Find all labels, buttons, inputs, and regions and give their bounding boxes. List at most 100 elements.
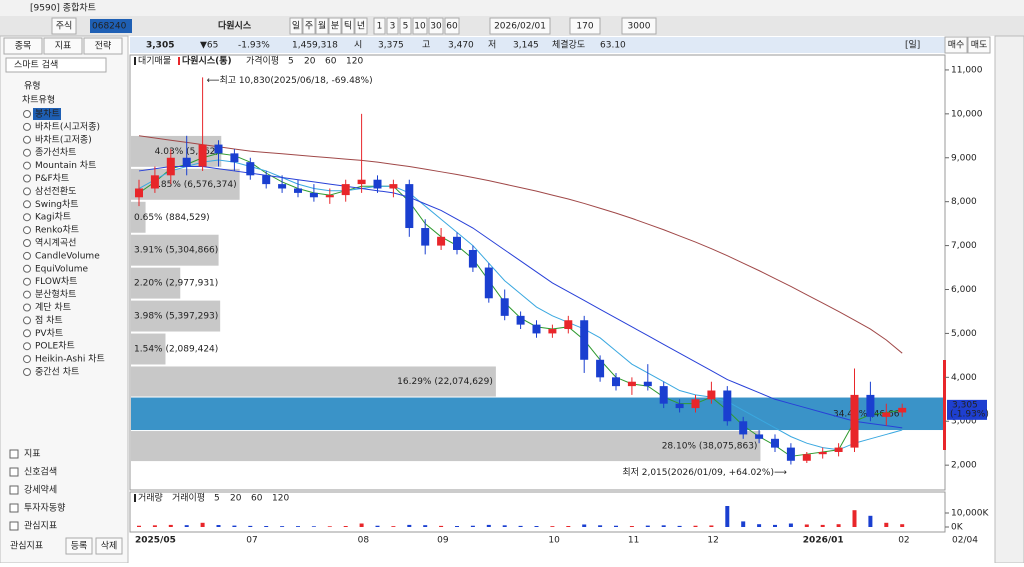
period-button[interactable]: 주: [305, 21, 313, 32]
interval-button-bg[interactable]: [428, 17, 444, 35]
count-input-bg[interactable]: [569, 17, 601, 35]
expand-icon[interactable]: [9, 503, 19, 513]
interval-button[interactable]: 30: [430, 22, 442, 32]
chart-type-item[interactable]: 점 차트: [35, 314, 63, 326]
section-item[interactable]: 강세약세: [24, 484, 57, 496]
period-button-bg[interactable]: [289, 17, 303, 35]
panel-tab[interactable]: 종목: [15, 41, 32, 52]
chart-type-item[interactable]: CandleVolume: [35, 251, 100, 261]
chart-type-item[interactable]: Heikin-Ashi 차트: [35, 353, 105, 365]
radio[interactable]: [23, 316, 31, 325]
radio[interactable]: [23, 174, 31, 183]
section-item[interactable]: 투자자동향: [24, 502, 65, 514]
code[interactable]: 068240: [92, 22, 127, 32]
buy-button[interactable]: 매수: [948, 40, 965, 51]
radio[interactable]: [23, 200, 31, 209]
chart-type-item[interactable]: POLE차트: [35, 340, 75, 352]
chart-type-item[interactable]: 봉차트: [35, 108, 60, 120]
radio[interactable]: [23, 303, 31, 312]
period-button-bg[interactable]: [302, 17, 316, 35]
radio[interactable]: [23, 213, 31, 222]
footer-button[interactable]: 등록: [71, 541, 88, 552]
period-button-bg[interactable]: [341, 17, 355, 35]
radio[interactable]: [23, 329, 31, 338]
count-input[interactable]: 170: [576, 22, 593, 32]
interval-button[interactable]: 5: [403, 22, 409, 32]
chart-type-item[interactable]: 바차트(시고저종): [35, 120, 100, 132]
chart-type-item[interactable]: EquiVolume: [35, 264, 89, 274]
chart-type-item[interactable]: 바차트(고저종): [35, 133, 92, 145]
interval-button[interactable]: 3: [390, 22, 396, 32]
interval-button-bg[interactable]: [386, 17, 399, 35]
interval-button-bg[interactable]: [373, 17, 386, 35]
radio[interactable]: [23, 342, 31, 351]
radio[interactable]: [23, 226, 31, 235]
code-box[interactable]: [90, 19, 132, 33]
period-button-bg[interactable]: [354, 17, 368, 35]
interval-button[interactable]: 1: [377, 22, 383, 32]
radio[interactable]: [23, 135, 31, 144]
interval-button[interactable]: 10: [414, 22, 426, 32]
radio[interactable]: [23, 290, 31, 299]
period-button-bg[interactable]: [315, 17, 329, 35]
period-button[interactable]: 년: [357, 21, 365, 32]
chart-type-item[interactable]: 중간선 차트: [35, 366, 79, 378]
sell-button[interactable]: 매도: [971, 40, 988, 51]
chart-type-item[interactable]: 계단 차트: [35, 301, 71, 313]
interval-button-bg[interactable]: [399, 17, 412, 35]
section-item[interactable]: 신호검색: [24, 466, 57, 478]
chart-type-item[interactable]: 역시계곡선: [35, 237, 76, 249]
expand-icon[interactable]: [9, 485, 19, 495]
radio[interactable]: [23, 122, 31, 131]
footer-button-bg[interactable]: [65, 537, 93, 555]
chart-type-item[interactable]: Kagi차트: [35, 211, 71, 223]
max-input[interactable]: 3000: [628, 22, 651, 32]
interval-button-bg[interactable]: [444, 17, 460, 35]
footer-button[interactable]: 삭제: [101, 541, 118, 552]
market-bg[interactable]: [51, 17, 77, 35]
chart-type-item[interactable]: FLOW차트: [35, 275, 77, 287]
radio[interactable]: [23, 110, 31, 118]
search-box[interactable]: [5, 57, 107, 73]
panel-tab-bg[interactable]: [3, 37, 43, 55]
period-button[interactable]: 틱: [344, 20, 352, 32]
max-input-bg[interactable]: [621, 17, 657, 35]
chart-type-item[interactable]: 종가선차트: [35, 146, 76, 158]
market[interactable]: 주식: [56, 21, 73, 32]
expand-icon[interactable]: [9, 467, 19, 477]
expand-icon[interactable]: [9, 449, 19, 459]
period-button[interactable]: 일: [292, 21, 300, 32]
panel-tab-bg[interactable]: [43, 37, 83, 55]
chart-type-item[interactable]: Mountain 차트: [35, 159, 96, 171]
panel-tab[interactable]: 전략: [95, 40, 112, 52]
period-button[interactable]: 분: [331, 21, 339, 32]
radio[interactable]: [23, 161, 31, 170]
radio[interactable]: [23, 368, 31, 376]
date-input-bg[interactable]: [489, 17, 551, 35]
buy-button-bg[interactable]: [944, 36, 968, 54]
radio[interactable]: [23, 264, 31, 273]
radio[interactable]: [23, 239, 31, 247]
panel-tab-bg[interactable]: [83, 37, 123, 55]
chart-type-item[interactable]: 분산형차트: [35, 288, 76, 300]
period-button[interactable]: 월: [318, 20, 326, 32]
date-input[interactable]: 2026/02/01: [494, 22, 546, 32]
section-item[interactable]: 지표: [24, 449, 41, 460]
chart-type-item[interactable]: P&F차트: [35, 172, 69, 184]
footer-button-bg[interactable]: [95, 537, 123, 555]
interval-button-bg[interactable]: [412, 17, 428, 35]
radio[interactable]: [23, 355, 31, 364]
search-placeholder[interactable]: 스마트 검색: [14, 59, 58, 71]
section-item[interactable]: 관심지표: [24, 521, 57, 532]
radio[interactable]: [23, 277, 31, 286]
chart-type-item[interactable]: PV차트: [35, 327, 63, 339]
chart-type-item[interactable]: Renko차트: [35, 224, 79, 236]
period-button-bg[interactable]: [328, 17, 342, 35]
chart-type-item[interactable]: 삼선전환도: [35, 185, 76, 197]
panel-tab[interactable]: 지표: [55, 41, 72, 52]
sell-button-bg[interactable]: [967, 36, 991, 54]
radio[interactable]: [23, 187, 31, 196]
expand-icon[interactable]: [9, 521, 19, 531]
radio[interactable]: [23, 148, 31, 157]
interval-button[interactable]: 60: [446, 22, 458, 32]
